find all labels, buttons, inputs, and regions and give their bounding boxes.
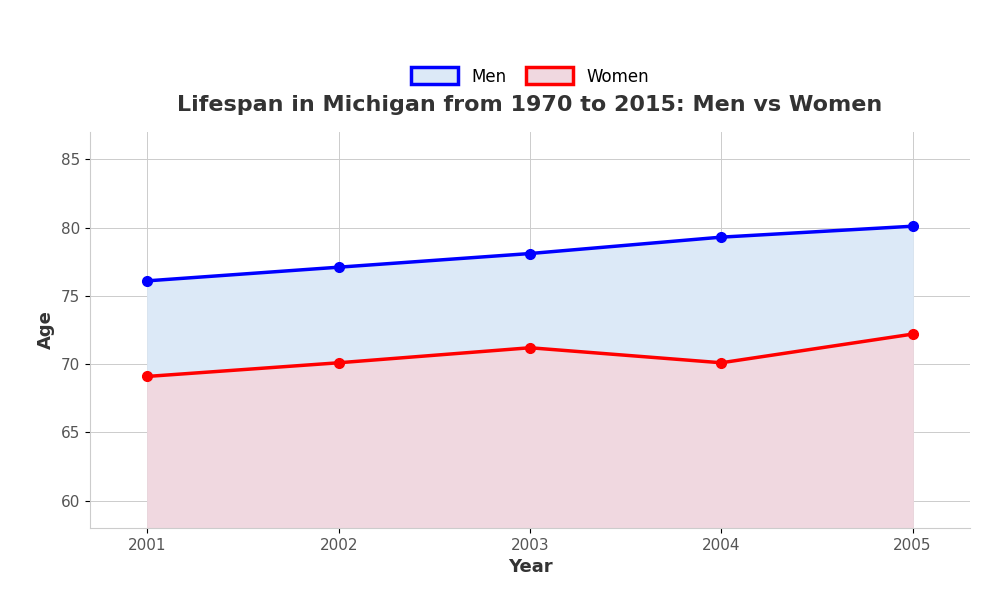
X-axis label: Year: Year bbox=[508, 558, 552, 576]
Y-axis label: Age: Age bbox=[37, 311, 55, 349]
Title: Lifespan in Michigan from 1970 to 2015: Men vs Women: Lifespan in Michigan from 1970 to 2015: … bbox=[177, 95, 883, 115]
Legend: Men, Women: Men, Women bbox=[404, 61, 656, 92]
